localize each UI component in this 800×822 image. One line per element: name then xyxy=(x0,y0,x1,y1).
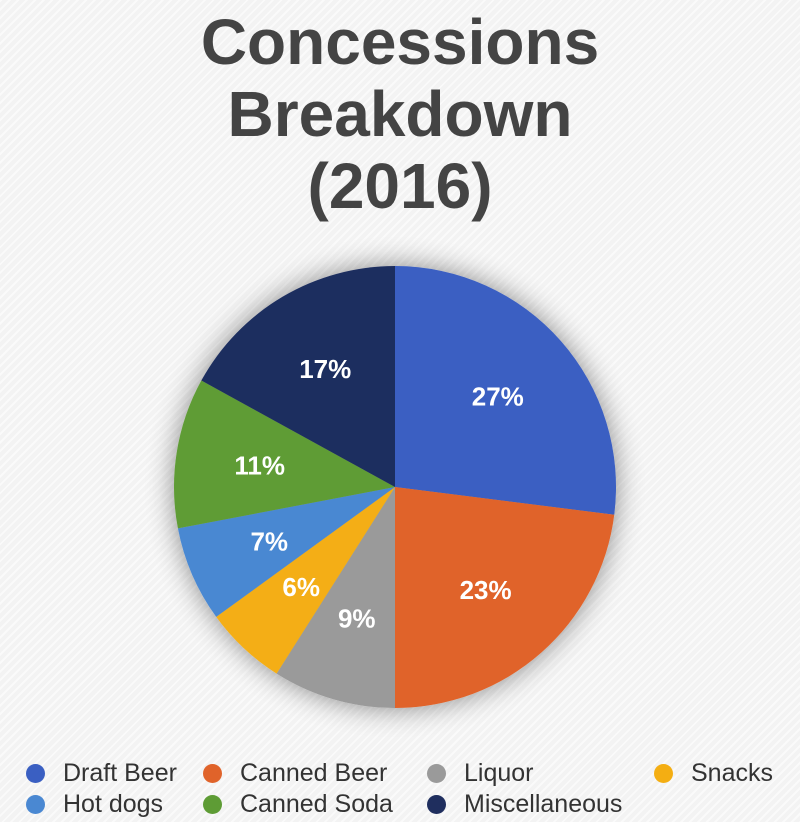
legend-item-draft-beer[interactable]: Draft Beer xyxy=(26,758,177,788)
data-label-liquor: 9% xyxy=(338,604,376,634)
pie-slice-canned-soda[interactable] xyxy=(174,380,395,529)
chart-title: Concessions Breakdown (2016) xyxy=(0,6,800,222)
legend-label: Liquor xyxy=(464,758,534,787)
legend-marker xyxy=(654,763,673,783)
legend-item-hot-dogs[interactable]: Hot dogs xyxy=(26,789,163,819)
chart-title-line-3: (2016) xyxy=(307,150,493,222)
data-label-miscellaneous: 17% xyxy=(299,354,351,384)
legend-label: Canned Soda xyxy=(240,789,393,818)
legend-label: Snacks xyxy=(691,758,773,787)
data-label-snacks: 6% xyxy=(282,572,320,602)
legend-label: Draft Beer xyxy=(63,758,177,787)
chart-title-line-2: Breakdown xyxy=(227,78,573,150)
data-label-draft-beer: 27% xyxy=(472,381,524,411)
data-label-hot-dogs: 7% xyxy=(250,526,288,556)
legend-item-liquor[interactable]: Liquor xyxy=(427,758,534,788)
legend-label: Canned Beer xyxy=(240,758,388,787)
legend: Draft Beer Canned Beer Liquor Snacks Hot… xyxy=(0,758,800,822)
legend-label: Miscellaneous xyxy=(464,789,623,818)
legend-item-snacks[interactable]: Snacks xyxy=(654,758,773,788)
data-label-canned-beer: 23% xyxy=(460,575,512,605)
legend-marker xyxy=(26,763,45,783)
pie-slice-snacks[interactable] xyxy=(216,487,395,674)
legend-marker xyxy=(26,794,45,814)
chart-title-line-1: Concessions xyxy=(200,6,600,78)
legend-item-canned-beer[interactable]: Canned Beer xyxy=(203,758,387,788)
legend-marker xyxy=(427,794,446,814)
pie-slice-draft-beer[interactable] xyxy=(395,266,616,515)
legend-item-miscellaneous[interactable]: Miscellaneous xyxy=(427,789,622,819)
pie-slice-liquor[interactable] xyxy=(276,487,395,708)
pie-slice-miscellaneous[interactable] xyxy=(201,266,395,487)
legend-marker xyxy=(203,794,222,814)
legend-marker xyxy=(203,763,222,783)
pie-slice-canned-beer[interactable] xyxy=(395,487,615,708)
pie-slice-hot-dogs[interactable] xyxy=(177,487,395,617)
legend-item-canned-soda[interactable]: Canned Soda xyxy=(203,789,393,819)
legend-label: Hot dogs xyxy=(63,789,164,818)
data-label-canned-soda: 11% xyxy=(234,451,285,481)
legend-marker xyxy=(427,763,446,783)
